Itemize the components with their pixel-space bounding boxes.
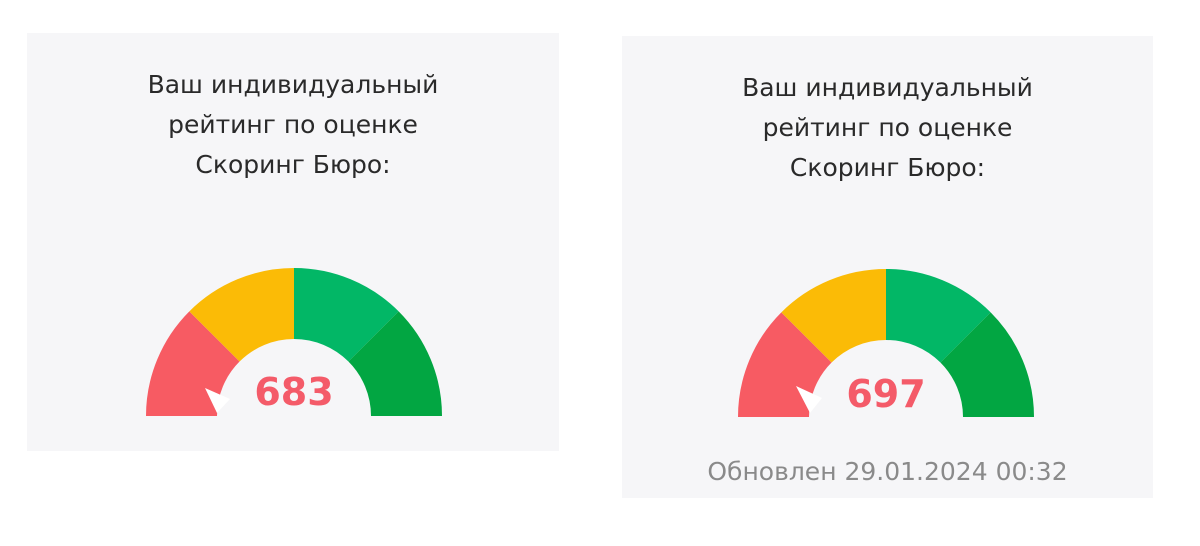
card-title-line: рейтинг по оценке bbox=[168, 110, 418, 139]
gauge-pointer-icon bbox=[796, 386, 822, 413]
card-title-line: Ваш индивидуальный bbox=[742, 73, 1033, 102]
score-value: 683 bbox=[254, 370, 333, 414]
card-title: Ваш индивидуальный рейтинг по оценке Ско… bbox=[27, 65, 559, 185]
gauge-pointer-icon bbox=[205, 388, 230, 413]
gauge-segment-yellow bbox=[781, 269, 886, 363]
rating-gauge: 683 bbox=[146, 268, 442, 416]
card-title-line: Ваш индивидуальный bbox=[147, 70, 439, 99]
gauge-segment-light-green bbox=[294, 268, 399, 362]
card-title-line: Скоринг Бюро: bbox=[789, 153, 986, 182]
card-title-line: рейтинг по оценке bbox=[762, 113, 1013, 142]
gauge-segment-green bbox=[940, 312, 1034, 417]
score-card: Ваш индивидуальный рейтинг по оценке Ско… bbox=[27, 33, 559, 451]
updated-timestamp: Обновлен 29.01.2024 00:32 bbox=[707, 457, 1068, 486]
gauge-segment-red bbox=[738, 312, 832, 417]
gauge-segment-light-green bbox=[886, 269, 991, 363]
gauge-segment-yellow bbox=[189, 268, 294, 362]
card-title: Ваш индивидуальный рейтинг по оценке Ско… bbox=[622, 68, 1153, 188]
gauge-segment-red bbox=[146, 311, 240, 416]
rating-gauge: 697 bbox=[738, 269, 1034, 417]
score-value: 697 bbox=[846, 372, 925, 416]
score-card: Ваш индивидуальный рейтинг по оценке Ско… bbox=[622, 36, 1153, 498]
card-title-line: Скоринг Бюро: bbox=[195, 150, 391, 179]
gauge-segment-green bbox=[348, 311, 442, 416]
